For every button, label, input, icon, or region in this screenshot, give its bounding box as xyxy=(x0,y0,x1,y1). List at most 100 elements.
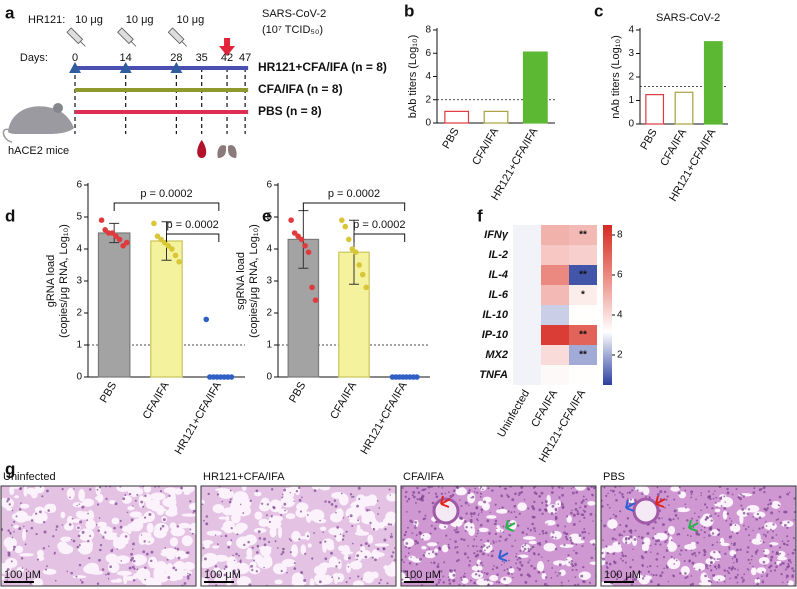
nucleus xyxy=(656,565,659,568)
alveolus xyxy=(468,526,476,537)
nucleus xyxy=(441,487,444,489)
nucleus xyxy=(765,575,768,578)
nucleus xyxy=(12,548,16,551)
nucleus xyxy=(762,579,764,582)
nucleus xyxy=(162,518,166,522)
nucleus xyxy=(54,579,57,582)
nucleus xyxy=(602,539,604,542)
nucleus xyxy=(727,571,730,575)
nucleus xyxy=(489,543,492,545)
image-title: PBS xyxy=(603,471,625,483)
nucleus xyxy=(734,567,737,570)
nucleus xyxy=(633,537,637,541)
p-value: p = 0.0002 xyxy=(353,219,405,231)
alveolus xyxy=(758,557,770,565)
nucleus xyxy=(413,495,416,499)
nucleus xyxy=(609,517,612,520)
nucleus xyxy=(523,550,525,552)
nucleus xyxy=(334,505,338,508)
alveolus xyxy=(96,521,107,528)
alveolus xyxy=(226,540,232,546)
group-label: PBS (n = 8) xyxy=(258,104,322,118)
nucleus xyxy=(717,565,721,569)
nucleus xyxy=(253,559,256,562)
alveolus xyxy=(188,522,196,534)
nucleus xyxy=(379,578,382,581)
nucleus xyxy=(492,549,495,552)
nucleus xyxy=(87,512,89,515)
nucleus xyxy=(778,495,782,499)
nucleus xyxy=(70,538,73,541)
alveolus xyxy=(543,542,557,552)
nucleus xyxy=(128,492,132,496)
nucleus xyxy=(402,569,406,573)
nucleus xyxy=(437,581,441,584)
alveolus xyxy=(522,536,536,540)
nucleus xyxy=(408,561,412,565)
nucleus xyxy=(775,551,779,555)
nucleus xyxy=(99,548,102,552)
nucleus xyxy=(607,492,609,495)
x-tick-label: HR121+CFA/IFA xyxy=(359,379,411,456)
nucleus xyxy=(480,508,484,511)
nucleus xyxy=(280,514,283,517)
nucleus xyxy=(495,566,499,569)
nucleus xyxy=(544,540,548,543)
nucleus xyxy=(758,516,762,520)
nucleus xyxy=(430,561,433,564)
panel-label: d xyxy=(5,206,15,225)
alveolus xyxy=(361,510,376,523)
alveolus xyxy=(258,546,272,550)
nucleus xyxy=(483,549,486,552)
nucleus xyxy=(777,504,780,506)
nucleus xyxy=(538,543,542,546)
alveolus xyxy=(363,572,369,579)
nucleus xyxy=(333,499,337,502)
nucleus xyxy=(726,487,729,491)
nucleus xyxy=(654,543,657,546)
nucleus xyxy=(132,559,136,563)
vessel xyxy=(432,497,460,525)
nucleus xyxy=(188,573,192,576)
nucleus xyxy=(357,575,360,578)
data-point xyxy=(363,284,369,291)
nucleus xyxy=(120,560,123,562)
nucleus xyxy=(374,558,377,562)
nucleus xyxy=(378,582,381,585)
nucleus xyxy=(778,546,782,549)
heatmap-cell xyxy=(569,225,597,245)
nucleus xyxy=(233,559,236,562)
nucleus xyxy=(672,574,675,577)
nucleus xyxy=(239,560,242,563)
nucleus xyxy=(424,552,426,554)
nucleus xyxy=(739,493,742,496)
nucleus xyxy=(372,527,375,530)
alveolus xyxy=(320,526,327,531)
nucleus xyxy=(791,567,794,570)
nucleus xyxy=(623,530,626,533)
nucleus xyxy=(765,520,767,523)
nucleus xyxy=(659,490,663,494)
alveolus xyxy=(241,486,247,492)
nucleus xyxy=(701,525,704,527)
nucleus xyxy=(709,556,713,560)
nucleus xyxy=(726,512,730,516)
nucleus xyxy=(572,513,576,517)
nucleus xyxy=(775,534,778,536)
alveolus xyxy=(269,526,277,538)
nucleus xyxy=(476,550,479,553)
nucleus xyxy=(547,559,550,562)
nucleus xyxy=(421,538,424,541)
nucleus xyxy=(785,574,789,578)
nucleus xyxy=(364,555,368,559)
nucleus xyxy=(7,553,11,557)
alveolus xyxy=(266,518,282,530)
nucleus xyxy=(542,570,545,574)
nucleus xyxy=(404,495,407,498)
nucleus xyxy=(13,520,16,523)
nucleus xyxy=(486,578,489,582)
nucleus xyxy=(580,501,584,504)
alveolus xyxy=(780,520,794,528)
nucleus xyxy=(755,553,757,555)
nucleus xyxy=(523,547,527,551)
